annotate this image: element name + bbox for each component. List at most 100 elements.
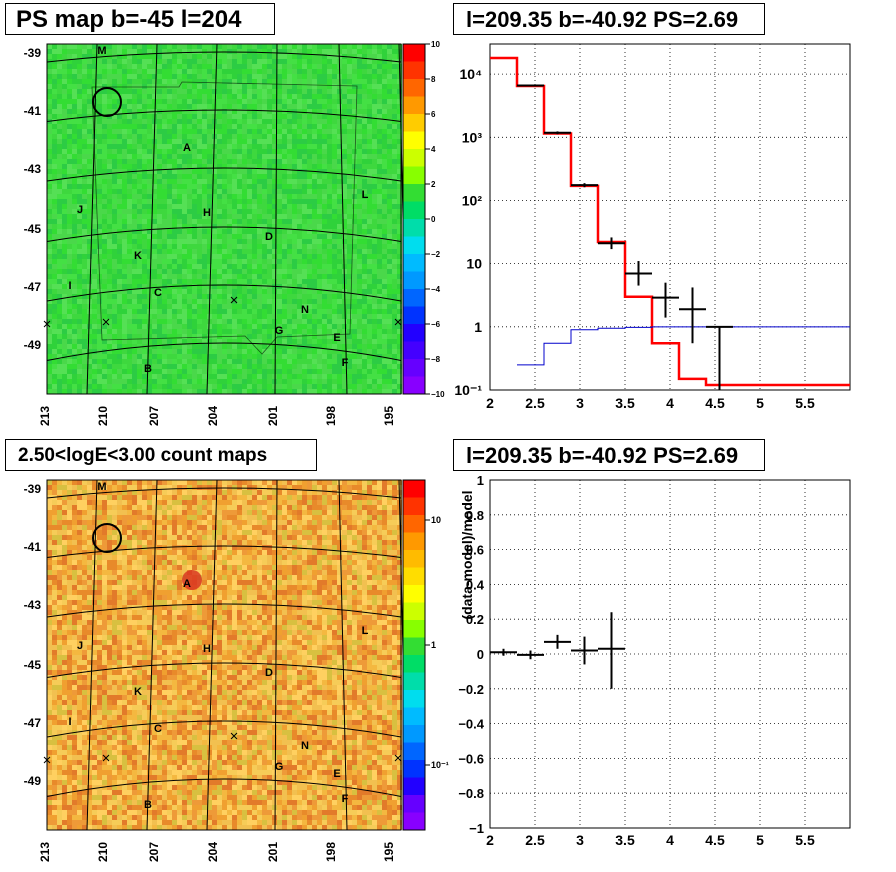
- source-cross-icon: [394, 754, 402, 762]
- source-label-a: A: [183, 578, 191, 590]
- x-tick-label: 4: [666, 832, 674, 848]
- source-label-i: I: [68, 716, 71, 728]
- b-gridline: [46, 342, 402, 361]
- source-cross-icon: [394, 318, 402, 326]
- x-tick-label: 3: [576, 832, 584, 848]
- b-gridline: [46, 284, 402, 302]
- source-label-h: H: [203, 207, 211, 219]
- b-tick-label: -39: [24, 482, 42, 496]
- l-gridline: [338, 43, 348, 395]
- x-tick-label: 2: [486, 395, 494, 411]
- x-tick-label: 5.5: [795, 832, 815, 848]
- source-label-f: F: [342, 357, 349, 369]
- x-tick-label: 2: [486, 832, 494, 848]
- selected-source-circle: [92, 87, 122, 117]
- b-gridline: [46, 487, 402, 499]
- source-label-h: H: [203, 643, 211, 655]
- counts-colorbar: 10 1 10⁻¹: [402, 479, 449, 831]
- b-gridline: [46, 226, 402, 242]
- ps-colorbar-tick: −8: [431, 355, 441, 364]
- l-gridline: [146, 43, 158, 395]
- l-tick-label: 198: [324, 406, 338, 426]
- y-tick-label: 10⁻¹: [454, 382, 482, 398]
- l-tick-label: 207: [147, 406, 161, 426]
- b-gridline: [46, 720, 402, 738]
- ps-colorbar-tick: 8: [431, 75, 436, 84]
- ps-map-title: PS map b=-45 l=204: [5, 3, 275, 35]
- source-label-e: E: [333, 768, 340, 780]
- source-cross-icon: [102, 754, 110, 762]
- source-label-d: D: [265, 667, 273, 679]
- map-frame: [46, 479, 402, 831]
- y-tick-label: 0.6: [466, 543, 484, 558]
- source-cross-icon: [102, 318, 110, 326]
- x-tick-label: 2.5: [525, 832, 545, 848]
- ps-map: M A J H L D K I C N G E B F -39 -41 -43 -45 -47 -49 213 210 20…: [24, 43, 408, 426]
- spectrum-title: l=209.35 b=-40.92 PS=2.69: [453, 3, 765, 35]
- y-tick-label: 10²: [462, 192, 483, 208]
- b-tick-label: -47: [24, 716, 42, 730]
- l-tick-label: 207: [147, 842, 161, 862]
- y-tick-label: 10³: [462, 129, 483, 145]
- source-label-g: G: [275, 325, 284, 337]
- x-tick-label: 4.5: [705, 395, 725, 411]
- ps-colorbar: 10 8 6 4 2 0 −2 −4 −6 −8 −10: [402, 40, 445, 399]
- x-tick-label: 3.5: [615, 832, 635, 848]
- count-map-title: 2.50<logE<3.00 count maps: [5, 439, 317, 471]
- ps-colorbar-tick: 0: [431, 215, 436, 224]
- ps-colorbar-tick: 4: [431, 145, 436, 154]
- y-tick-label: 10⁴: [460, 66, 483, 82]
- b-gridline: [46, 662, 402, 678]
- b-gridline: [46, 51, 402, 63]
- source-label-m: M: [97, 45, 106, 57]
- l-tick-label: 213: [38, 842, 52, 862]
- b-gridline: [46, 109, 402, 122]
- ps-colorbar-tick: −2: [431, 250, 441, 259]
- b-gridline: [46, 545, 402, 558]
- l-gridline: [338, 479, 348, 831]
- b-tick-label: -39: [24, 46, 42, 60]
- l-gridline: [146, 479, 158, 831]
- l-gridline: [86, 479, 98, 831]
- x-tick-label: 3: [576, 395, 584, 411]
- source-cross-icon: [230, 296, 238, 304]
- y-tick-label: 1: [474, 319, 482, 335]
- l-tick-label: 213: [38, 406, 52, 426]
- residual-plot: 2 2.5 3 3.5 4 4.5 5 5.5 −1 −0.8 −0.6 −0.4 −0.2 0 0.2 0.…: [458, 473, 851, 848]
- b-tick-label: -47: [24, 280, 42, 294]
- source-label-n: N: [301, 304, 309, 316]
- source-label-l: L: [362, 189, 369, 201]
- x-tick-label: 4: [666, 395, 674, 411]
- l-tick-label: 195: [382, 842, 396, 862]
- l-tick-label: 210: [96, 406, 110, 426]
- b-tick-label: -49: [24, 774, 42, 788]
- l-tick-label: 204: [206, 842, 220, 862]
- l-gridline: [86, 43, 98, 395]
- selected-source-circle: [92, 523, 122, 553]
- source-label-i: I: [68, 280, 71, 292]
- b-gridline: [46, 778, 402, 797]
- b-tick-label: -41: [24, 540, 42, 554]
- source-label-j: J: [77, 204, 83, 216]
- l-tick-label: 198: [324, 842, 338, 862]
- b-tick-label: -45: [24, 658, 42, 672]
- b-tick-label: -43: [24, 598, 42, 612]
- source-label-k: K: [134, 686, 142, 698]
- source-label-g: G: [275, 761, 284, 773]
- y-tick-label: 0.8: [466, 508, 484, 523]
- y-tick-label: −0.8: [458, 786, 484, 801]
- ps-colorbar-tick: −6: [431, 320, 441, 329]
- source-label-c: C: [154, 723, 162, 735]
- model-step-line: [517, 326, 850, 366]
- roi-outline: [91, 81, 358, 355]
- count-map: M A J H L D K I C N G E B F -39 -41 -43 -45 -47 -49 213 210 20…: [24, 479, 408, 862]
- ps-colorbar-tick: 6: [431, 110, 436, 119]
- ps-colorbar-tick: 2: [431, 180, 436, 189]
- x-tick-label: 2.5: [525, 395, 545, 411]
- source-label-b: B: [144, 363, 152, 375]
- l-tick-label: 201: [266, 842, 280, 862]
- source-label-l: L: [362, 625, 369, 637]
- count-colorbar-tick: 1: [431, 640, 436, 650]
- y-tick-label: 0.2: [466, 612, 484, 627]
